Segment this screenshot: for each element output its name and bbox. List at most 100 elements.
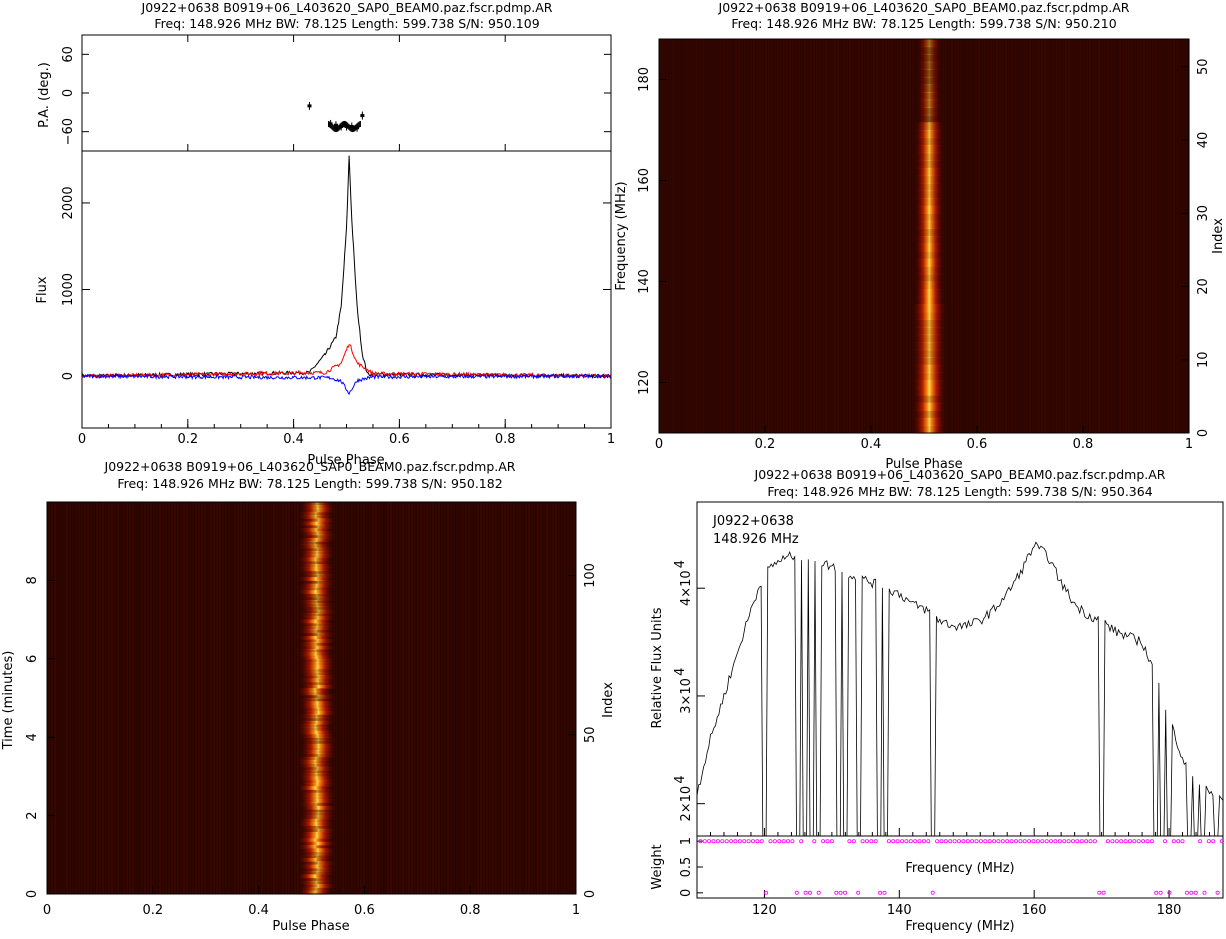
tp-pulse-band — [299, 789, 336, 794]
tp-pulse-band — [299, 717, 336, 722]
pa-band-point — [327, 121, 330, 128]
weight-point — [715, 839, 720, 844]
tp-pulse-band — [298, 564, 335, 568]
tp-noise-column — [198, 502, 200, 894]
tp-pulse-band — [297, 642, 334, 647]
pa-ytick-label: −60 — [61, 118, 76, 145]
tp-noise-column — [291, 502, 293, 894]
tp-pulse-band — [299, 547, 336, 552]
tp-noise-column — [147, 502, 149, 894]
tp-noise-column — [267, 502, 269, 894]
weight-point — [891, 839, 896, 844]
pa-point — [307, 104, 312, 108]
fp-noise-column — [852, 39, 854, 433]
pa-band-point — [349, 124, 351, 131]
fp-pulse-band — [912, 387, 947, 396]
fp-noise-column — [702, 39, 704, 433]
tp-noise-column — [141, 502, 143, 894]
weight-point — [1101, 890, 1106, 895]
fp-noise-column — [1011, 39, 1013, 433]
fp-noise-column — [849, 39, 851, 433]
tp-noise-column — [138, 502, 140, 894]
br-subtitle: Freq: 148.926 MHz BW: 78.125 Length: 599… — [767, 484, 1152, 499]
fp-noise-column — [1077, 39, 1079, 433]
fp-noise-column — [1098, 39, 1100, 433]
fp-noise-column — [858, 39, 860, 433]
tp-noise-column — [543, 502, 545, 894]
tp-pulse-band — [299, 668, 336, 673]
fp-noise-column — [1122, 39, 1124, 433]
weight-point — [1005, 839, 1010, 844]
weight-point — [856, 890, 861, 895]
fp-noise-column — [822, 39, 824, 433]
tp-noise-column — [135, 502, 137, 894]
tp-noise-column — [84, 502, 86, 894]
weight-point — [1071, 839, 1076, 844]
profile-ytick-label: 2000 — [61, 186, 76, 219]
profile-ytick-label: 1000 — [61, 273, 76, 306]
tp-noise-column — [492, 502, 494, 894]
fp-noise-column — [1146, 39, 1148, 433]
tp-noise-column — [378, 502, 380, 894]
fp-noise-column — [699, 39, 701, 433]
tp-pulse-band — [297, 838, 334, 843]
bandpass-xlabel: Frequency (MHz) — [905, 861, 1014, 876]
weight-point — [698, 839, 703, 844]
tp-noise-column — [468, 502, 470, 894]
tp-noise-column — [411, 502, 413, 894]
tp-noise-column — [156, 502, 158, 894]
tp-noise-column — [63, 502, 65, 894]
fp-noise-column — [1170, 39, 1172, 433]
tp-pulse-band — [298, 756, 335, 761]
weight-point — [724, 839, 729, 844]
pa-band-point — [357, 122, 359, 129]
weight-point — [1127, 839, 1132, 844]
tp-noise-column — [342, 502, 344, 894]
weight-point — [702, 839, 707, 844]
fp-pulse-band — [914, 220, 945, 230]
fp-pulse-band — [914, 213, 945, 222]
fp-pulse-band — [914, 251, 945, 260]
weight-point — [737, 839, 742, 844]
fp-noise-column — [1104, 39, 1106, 433]
fp-pulse-band — [914, 228, 945, 237]
fp-noise-column — [789, 39, 791, 433]
fp-pulse-band — [912, 334, 947, 343]
fp-noise-column — [1128, 39, 1130, 433]
fp-ytick-right-label: 30 — [1196, 205, 1211, 222]
tp-noise-column — [519, 502, 521, 894]
profile-xtick-label: 0.6 — [389, 432, 410, 447]
weight-point — [1189, 890, 1194, 895]
fp-noise-column — [1029, 39, 1031, 433]
weights-xtick-label: 160 — [1022, 903, 1047, 918]
tp-pulse-band — [297, 858, 334, 862]
fp-noise-column — [1182, 39, 1184, 433]
fp-noise-column — [753, 39, 755, 433]
pa-point — [360, 114, 365, 118]
weight-point — [1220, 839, 1225, 844]
weight-point — [1106, 839, 1111, 844]
tp-noise-column — [90, 502, 92, 894]
fp-noise-column — [1008, 39, 1010, 433]
fp-noise-column — [831, 39, 833, 433]
tp-noise-column — [258, 502, 260, 894]
fp-noise-column — [1137, 39, 1139, 433]
tp-ytick-label: 6 — [25, 655, 40, 663]
weights-panel: Weight Frequency (MHz) 120 140 160 180 1 0.5 0 — [650, 835, 1225, 934]
bandpass-panel: J0922+0638 148.926 MHz Relative Flux Uni… — [650, 501, 1224, 876]
fp-noise-column — [894, 39, 896, 433]
fp-noise-column — [1071, 39, 1073, 433]
tp-noise-column — [69, 502, 71, 894]
weight-point — [974, 839, 979, 844]
weight-point — [1206, 839, 1211, 844]
tp-noise-column — [516, 502, 518, 894]
fp-noise-column — [1140, 39, 1142, 433]
fp-noise-column — [1158, 39, 1160, 433]
tp-noise-column — [48, 502, 50, 894]
freq-phase-ylabel: Frequency (MHz) — [614, 181, 629, 290]
fp-noise-column — [1110, 39, 1112, 433]
tp-pulse-band — [297, 619, 334, 624]
weight-point — [987, 839, 992, 844]
weight-point — [1097, 890, 1102, 895]
fp-pulse-band — [916, 69, 943, 78]
